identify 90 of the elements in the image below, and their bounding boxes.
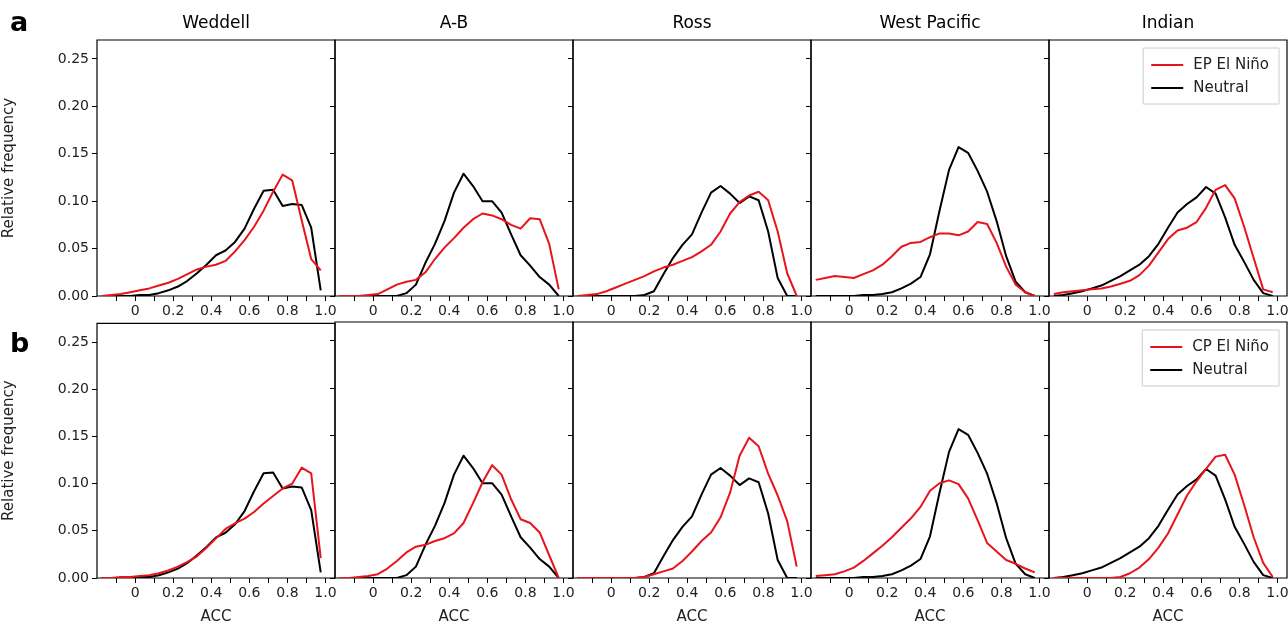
x-tick-label: 0 (606, 302, 616, 319)
y-tick-label: 0.10 (57, 191, 89, 208)
chart-title: Indian (1141, 12, 1195, 33)
y-tick-label: 0.15 (57, 144, 89, 161)
legend-label: EP El Niño (1193, 54, 1269, 73)
x-tick-label: 1.0 (552, 302, 575, 319)
x-tick-label: 0.2 (400, 302, 423, 319)
x-tick-label: 0.8 (990, 584, 1013, 601)
x-tick-label: 0 (844, 584, 854, 601)
x-tick-label: 0.8 (514, 302, 537, 319)
y-axis-title: Relative frequency (0, 380, 17, 521)
x-tick-label: 0.8 (1228, 584, 1251, 601)
x-tick-label: 1.0 (1266, 302, 1288, 319)
y-tick-label: 0.00 (57, 286, 89, 303)
x-tick-label: 0.8 (990, 302, 1013, 319)
x-tick-label: 1.0 (1028, 584, 1051, 601)
x-tick-label: 1.0 (1266, 584, 1288, 601)
x-tick-label: 0.4 (676, 302, 699, 319)
x-tick-label: 0.6 (714, 302, 737, 319)
y-tick-label: 0.25 (57, 332, 89, 349)
x-tick-label: 0.2 (1114, 584, 1137, 601)
x-tick-label: 0.8 (276, 302, 299, 319)
x-tick-label: 0.2 (400, 584, 423, 601)
x-tick-label: 0.2 (1114, 302, 1137, 319)
x-tick-label: 1.0 (314, 302, 337, 319)
x-tick-label: 1.0 (790, 584, 813, 601)
x-tick-label: 1.0 (1028, 302, 1051, 319)
x-tick-label: 0.6 (476, 302, 499, 319)
x-tick-label: 0.6 (476, 584, 499, 601)
x-tick-label: 0.4 (676, 584, 699, 601)
y-tick-label: 0.20 (57, 380, 89, 397)
x-tick-label: 1.0 (790, 302, 813, 319)
x-tick-label: 0.6 (714, 584, 737, 601)
x-tick-label: 0.6 (1190, 584, 1213, 601)
legend-label: CP El Niño (1192, 336, 1270, 355)
x-tick-label: 0.6 (952, 584, 975, 601)
x-tick-label: 0 (1082, 302, 1092, 319)
legend-label: Neutral (1192, 359, 1248, 378)
x-tick-label: 0.6 (1190, 302, 1213, 319)
x-tick-label: 0.8 (1228, 302, 1251, 319)
x-tick-label: 0.2 (876, 302, 899, 319)
y-tick-label: 0.25 (57, 49, 89, 66)
x-axis-title: ACC (676, 606, 708, 625)
y-axis-title: Relative frequency (0, 97, 17, 239)
x-tick-label: 0.2 (876, 584, 899, 601)
x-tick-label: 0.4 (438, 302, 461, 319)
x-tick-label: 0.4 (914, 584, 937, 601)
x-tick-label: 0.8 (276, 584, 299, 601)
text: b (10, 327, 30, 359)
chart-title: West Pacific (879, 12, 981, 33)
chart-title: A-B (439, 12, 469, 33)
x-tick-label: 0.8 (514, 584, 537, 601)
x-tick-label: 0.6 (238, 302, 261, 319)
y-tick-label: 0.05 (57, 521, 89, 538)
y-tick-label: 0.00 (57, 568, 89, 585)
x-axis-title: ACC (438, 606, 470, 625)
x-tick-label: 1.0 (552, 584, 575, 601)
x-tick-label: 0.8 (752, 302, 775, 319)
y-tick-label: 0.10 (57, 474, 89, 491)
x-tick-label: 0 (1082, 584, 1092, 601)
x-tick-label: 0.6 (238, 584, 261, 601)
chart-title: Weddell (182, 12, 250, 33)
x-tick-label: 0.4 (200, 584, 223, 601)
y-tick-label: 0.15 (57, 427, 89, 444)
x-tick-label: 0.2 (162, 584, 185, 601)
x-tick-label: 0.8 (752, 584, 775, 601)
x-tick-label: 0.2 (162, 302, 185, 319)
y-tick-label: 0.20 (57, 97, 89, 114)
x-tick-label: 0.4 (914, 302, 937, 319)
x-tick-label: 1.0 (314, 584, 337, 601)
x-tick-label: 0.2 (638, 584, 661, 601)
x-tick-label: 0.4 (200, 302, 223, 319)
y-tick-label: 0.05 (57, 239, 89, 256)
x-tick-label: 0.4 (1152, 584, 1175, 601)
x-axis-title: ACC (1152, 606, 1184, 625)
x-tick-label: 0.4 (438, 584, 461, 601)
x-tick-label: 0.2 (638, 302, 661, 319)
chart-title: Ross (672, 12, 712, 33)
x-tick-label: 0 (368, 584, 378, 601)
text: a (10, 6, 29, 38)
x-tick-label: 0 (130, 584, 140, 601)
x-tick-label: 0.4 (1152, 302, 1175, 319)
x-axis-title: ACC (200, 606, 232, 625)
legend-label: Neutral (1193, 77, 1249, 96)
x-tick-label: 0.6 (952, 302, 975, 319)
x-tick-label: 0 (606, 584, 616, 601)
x-axis-title: ACC (914, 606, 946, 625)
x-tick-label: 0 (368, 302, 378, 319)
x-tick-label: 0 (844, 302, 854, 319)
x-tick-label: 0 (130, 302, 140, 319)
